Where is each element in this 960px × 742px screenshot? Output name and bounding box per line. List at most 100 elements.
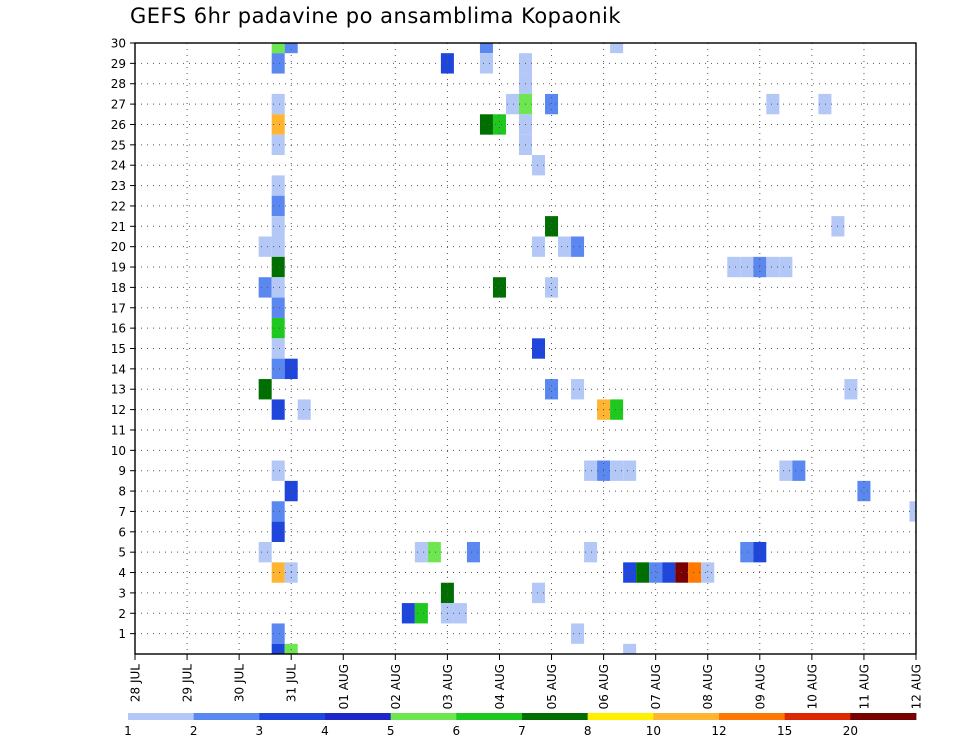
data-cell	[779, 256, 793, 278]
data-cell	[532, 236, 546, 257]
legend-label: 10	[646, 724, 661, 738]
data-cell	[271, 521, 285, 542]
x-tick-label: 02 AUG	[389, 664, 403, 709]
data-cell	[545, 277, 559, 298]
data-cell	[532, 582, 546, 604]
data-cell	[414, 603, 428, 624]
data-cell	[271, 460, 285, 481]
y-axis: 1234567891011121314151617181920212223242…	[111, 37, 135, 641]
x-tick-label: 08 AUG	[701, 664, 715, 709]
data-cell	[779, 460, 793, 481]
data-cell	[258, 277, 272, 298]
data-cell	[610, 43, 624, 54]
data-cell	[271, 358, 285, 380]
y-tick-label: 4	[118, 566, 126, 580]
y-tick-label: 11	[111, 423, 126, 437]
y-tick-label: 13	[111, 383, 126, 397]
data-cell	[571, 623, 585, 644]
data-cell	[479, 43, 493, 54]
legend-label: 5	[387, 724, 395, 738]
legend-swatch	[259, 713, 326, 720]
data-cell	[258, 379, 272, 400]
y-tick-label: 14	[111, 362, 126, 376]
x-tick-label: 05 AUG	[545, 664, 559, 709]
x-tick-label: 29 JUL	[181, 664, 195, 702]
data-cell	[844, 379, 858, 400]
x-tick-label: 03 AUG	[441, 664, 455, 709]
data-cell	[271, 338, 285, 359]
data-cell	[532, 338, 546, 359]
data-cell	[558, 236, 572, 257]
legend-swatch	[456, 713, 523, 720]
data-cell	[297, 399, 311, 420]
legend-label: 15	[777, 724, 792, 738]
y-tick-label: 5	[118, 546, 126, 560]
data-cell	[662, 562, 676, 583]
y-tick-label: 6	[118, 525, 126, 539]
legend-label: 7	[518, 724, 526, 738]
x-tick-label: 04 AUG	[493, 664, 507, 709]
x-tick-label: 12 AUG	[910, 664, 924, 709]
legend-swatch	[325, 713, 392, 720]
data-cell	[479, 53, 493, 74]
data-cell	[610, 460, 624, 481]
legend-swatch	[719, 713, 786, 720]
data-cell	[271, 623, 285, 644]
legend-swatch	[193, 713, 260, 720]
y-tick-label: 10	[111, 444, 126, 458]
data-cell	[258, 236, 272, 257]
legend-swatch	[587, 713, 654, 720]
data-cell	[857, 480, 871, 502]
data-cell	[271, 317, 285, 339]
data-cell	[271, 53, 285, 74]
y-tick-label: 15	[111, 342, 126, 356]
y-tick-label: 23	[111, 179, 126, 193]
y-tick-label: 19	[111, 261, 126, 275]
data-cell	[571, 379, 585, 400]
legend-label: 3	[256, 724, 264, 738]
x-tick-label: 07 AUG	[649, 664, 663, 709]
data-cell	[414, 541, 428, 563]
data-cell	[271, 297, 285, 318]
x-tick-label: 30 JUL	[233, 664, 247, 702]
data-cell	[727, 256, 741, 278]
data-cell	[401, 603, 415, 624]
y-tick-label: 9	[118, 464, 126, 478]
data-cell	[909, 501, 916, 522]
y-tick-label: 22	[111, 199, 126, 213]
legend-label: 1	[124, 724, 132, 738]
y-tick-label: 3	[118, 586, 126, 600]
data-cell	[766, 93, 780, 115]
data-cell	[545, 216, 559, 237]
legend-swatch	[653, 713, 720, 720]
y-tick-label: 30	[111, 37, 126, 51]
data-cell	[505, 93, 519, 115]
data-cell	[636, 562, 650, 583]
data-cell	[427, 541, 441, 563]
data-cell	[271, 216, 285, 237]
data-cell	[271, 256, 285, 278]
y-tick-label: 2	[118, 607, 126, 621]
data-cell	[271, 501, 285, 522]
data-cell	[453, 603, 467, 624]
data-cell	[271, 399, 285, 420]
grid-lines	[135, 42, 916, 654]
x-tick-label: 01 AUG	[337, 664, 351, 709]
data-cell	[649, 562, 663, 583]
y-tick-label: 21	[111, 220, 126, 234]
x-tick-label: 31 JUL	[285, 664, 299, 702]
data-cell	[466, 541, 480, 563]
data-cell	[271, 277, 285, 298]
y-tick-label: 18	[111, 281, 126, 295]
legend-label: 4	[321, 724, 329, 738]
data-cell	[701, 562, 715, 583]
data-cell	[271, 562, 285, 583]
y-tick-label: 26	[111, 118, 126, 132]
data-cell	[258, 541, 272, 563]
data-cell	[271, 643, 285, 654]
data-cell	[545, 379, 559, 400]
data-cell	[740, 256, 754, 278]
data-cell	[623, 643, 637, 654]
data-cell	[271, 43, 285, 54]
